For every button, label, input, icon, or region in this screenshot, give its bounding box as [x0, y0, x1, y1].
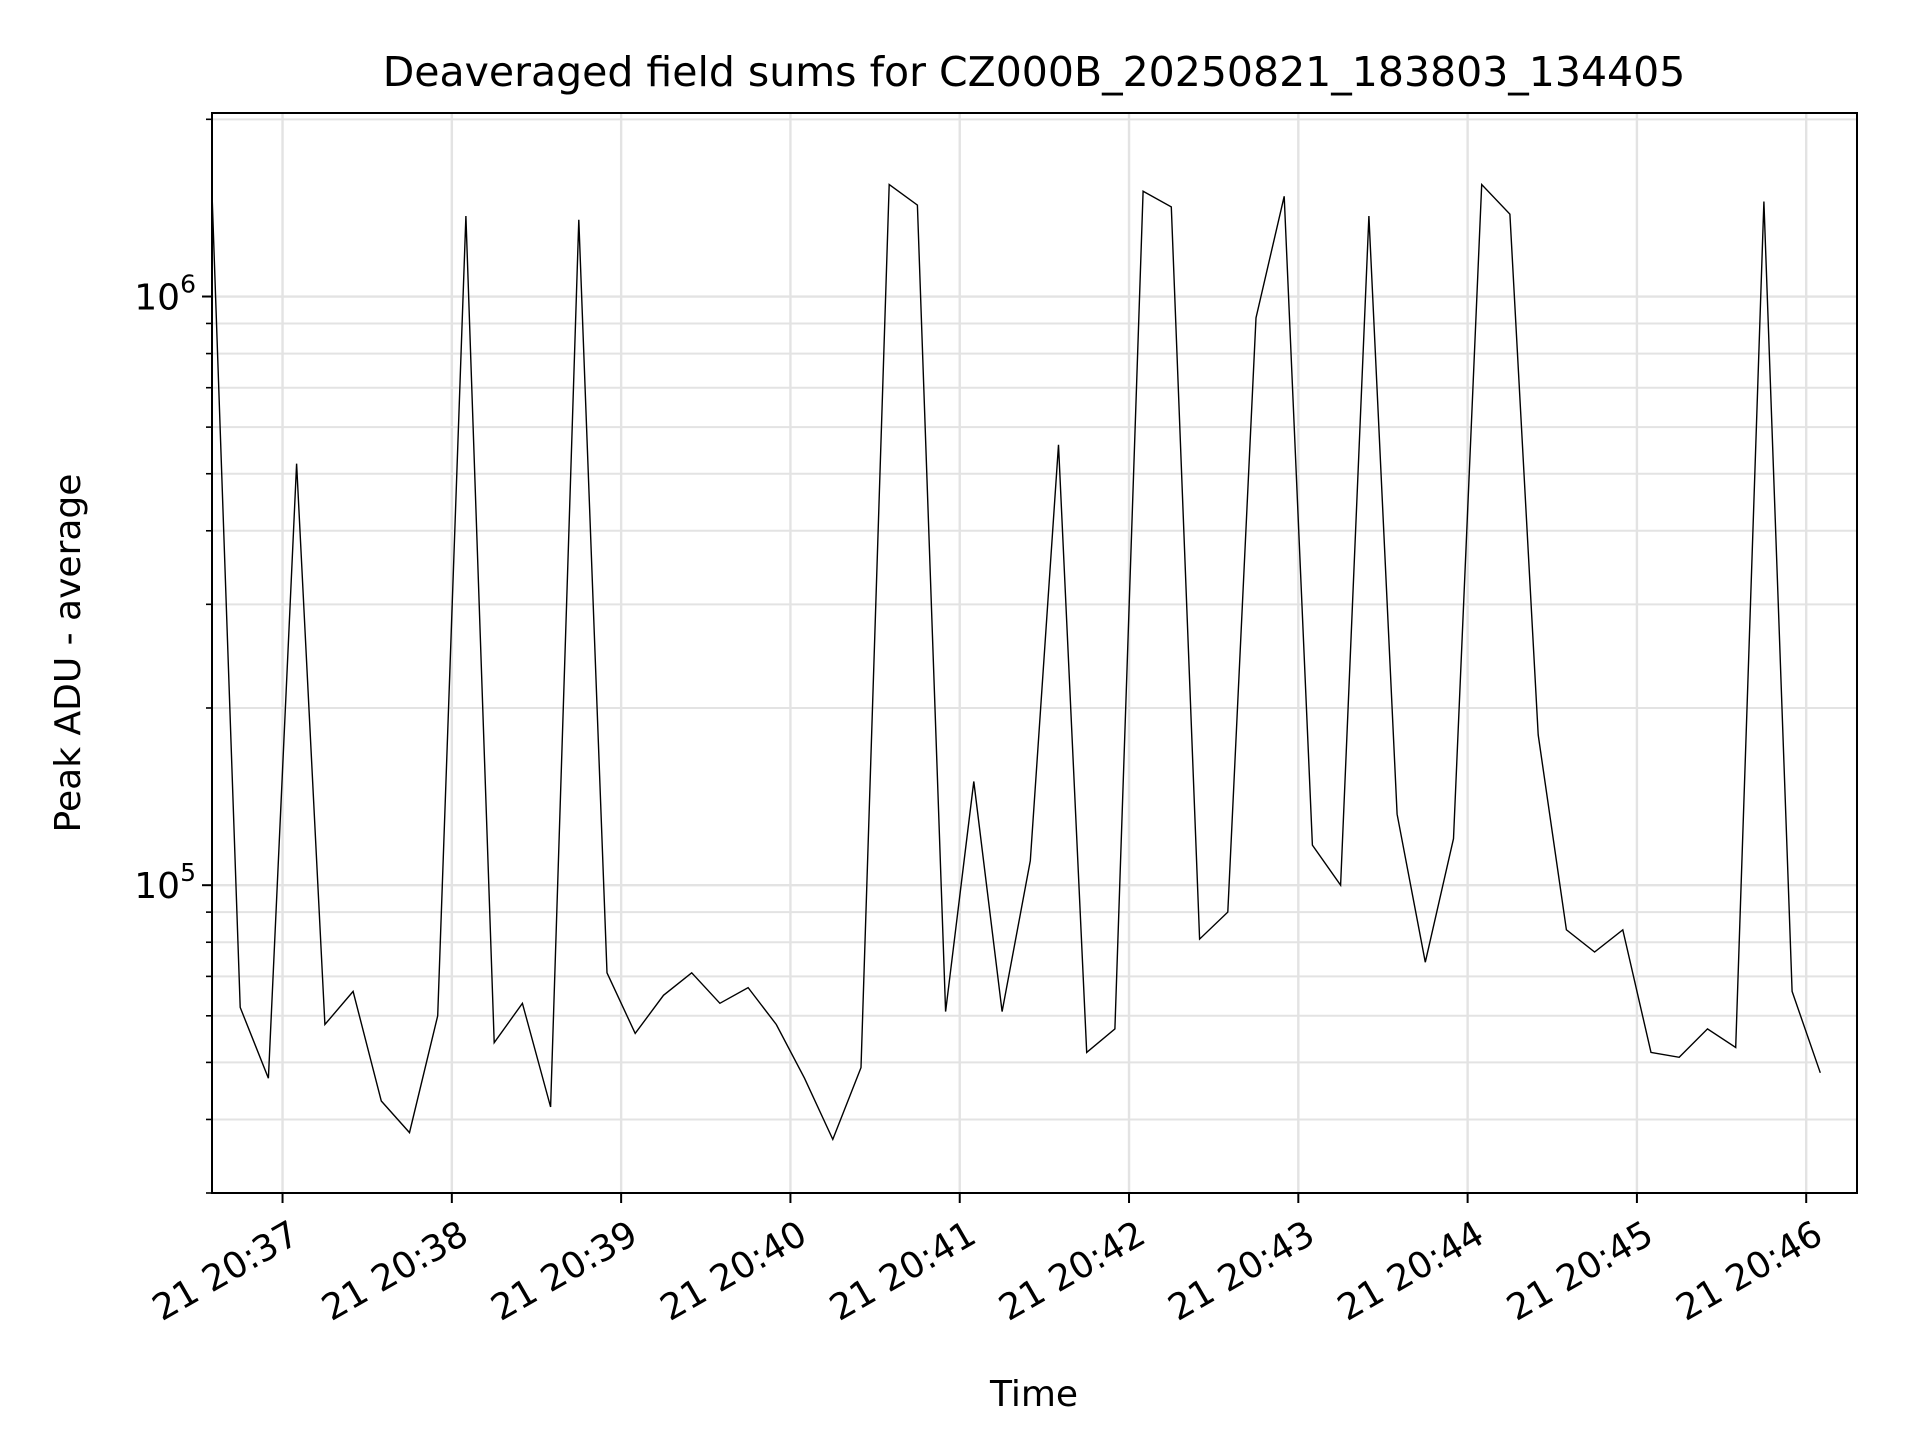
y-tick-label: 106 — [134, 270, 196, 319]
grid-lines — [212, 113, 1857, 1194]
x-axis-label: Time — [989, 1374, 1078, 1415]
chart-title: Deaveraged field sums for CZ000B_2025082… — [383, 48, 1686, 96]
plot-frame — [211, 112, 1858, 1194]
y-tick-label: 105 — [134, 858, 196, 907]
y-axis-label: Peak ADU - average — [48, 474, 89, 833]
series-layer — [212, 182, 1821, 1142]
series-line — [212, 182, 1821, 1142]
